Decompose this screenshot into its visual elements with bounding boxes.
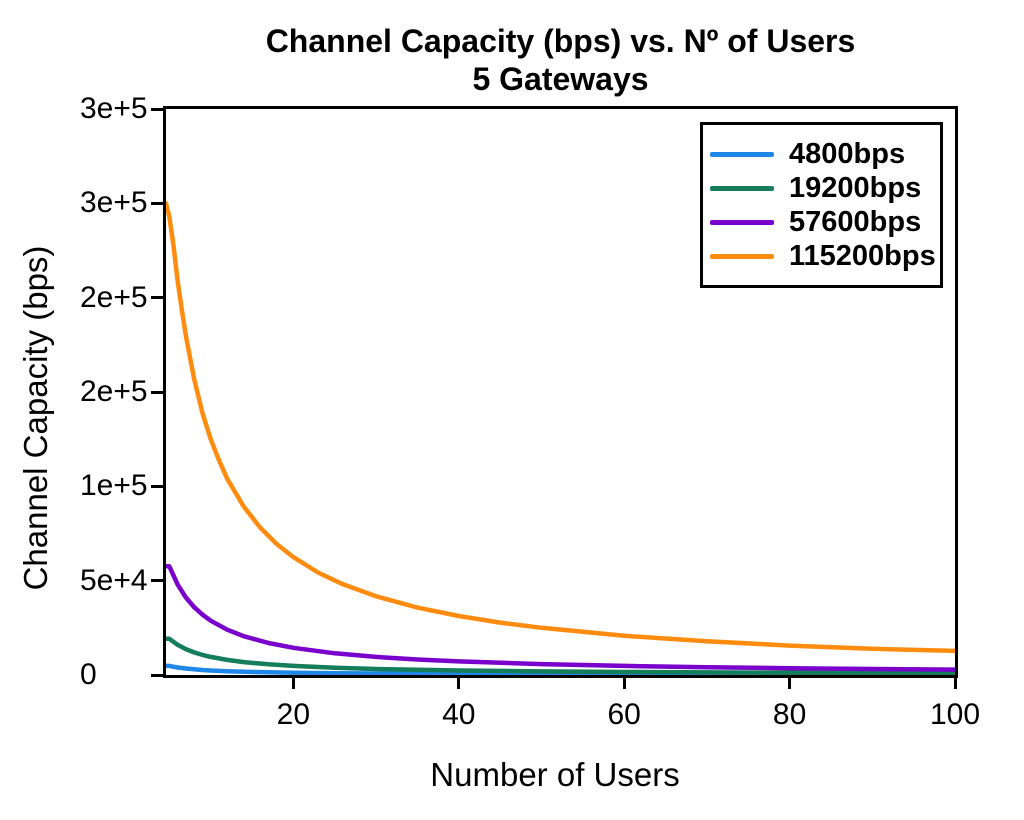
legend-line-sample [710,219,774,225]
legend-label: 57600bps [789,205,922,238]
legend-row: 19200bps [710,171,940,205]
x-tick-mark [291,678,295,689]
chart-title-block: Channel Capacity (bps) vs. Nº of Users 5… [163,22,958,98]
y-tick-label: 0 [80,658,97,691]
x-tick-mark [457,678,461,689]
y-tick-label: 2e+5 [80,280,148,314]
legend-row: 115200bps [710,239,940,273]
y-tick-mark [151,107,163,111]
y-tick-label: 5e+4 [80,563,148,597]
legend-line-sample [710,151,774,157]
legend-label: 19200bps [789,171,922,204]
y-tick-mark [151,390,163,394]
chart-title: Channel Capacity (bps) vs. Nº of Users [265,23,856,59]
x-tick-mark [953,678,957,689]
legend-line-sample [710,253,774,259]
x-tick-mark [622,678,626,689]
series-line-19200bps [166,636,955,675]
x-tick-label: 40 [442,698,476,731]
y-tick-mark [151,201,163,205]
legend-row: 4800bps [710,137,940,171]
y-tick-mark [151,579,163,583]
x-tick-label: 20 [276,698,311,731]
y-tick-label: 1e+5 [80,469,148,503]
data-curves [166,201,955,675]
y-tick-mark [151,673,163,677]
y-tick-label: 2e+5 [80,375,148,408]
x-tick-label: 60 [607,698,641,731]
legend: 4800bps 19200bps 57600bps 115200bps [700,122,943,288]
legend-row: 57600bps [710,205,940,239]
y-tick-mark [151,484,163,488]
legend-label: 4800bps [789,137,906,170]
y-tick-mark [151,296,163,300]
y-tick-label: 3e+5 [80,186,148,220]
x-tick-label: 100 [929,698,981,731]
x-tick-mark [788,678,792,689]
chart-subtitle: 5 Gateways [472,61,649,97]
x-tick-label: 80 [772,698,807,731]
y-tick-label: 3e+5 [80,92,148,125]
series-line-57600bps [166,564,955,672]
y-axis-title: Channel Capacity (bps) [17,245,54,591]
x-axis-title: Number of Users [430,756,680,793]
legend-label: 115200bps [789,239,936,272]
legend-line-sample [710,185,774,191]
series-line-115200bps [166,201,955,654]
